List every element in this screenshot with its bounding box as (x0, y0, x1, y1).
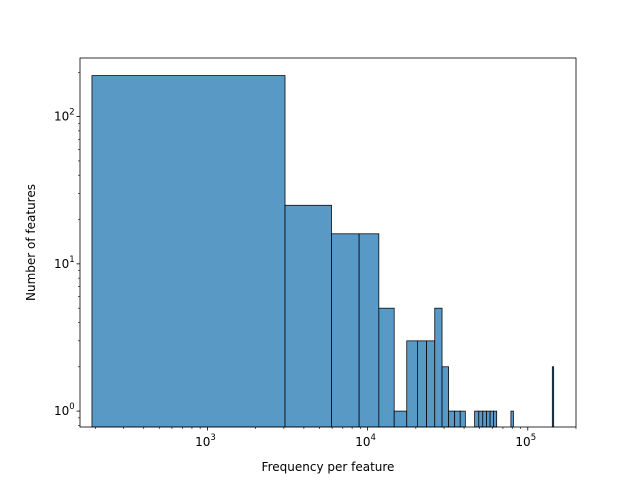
histogram-bar (91, 75, 286, 428)
histogram-bar (358, 233, 380, 428)
bars-group (91, 75, 555, 428)
y-axis-label: Number of features (24, 184, 38, 301)
histogram-bar (474, 410, 480, 428)
histogram-bar (551, 366, 555, 428)
histogram-bar (478, 410, 484, 428)
histogram-bar (459, 410, 466, 428)
histogram-bar (493, 410, 498, 428)
histogram-bar (441, 366, 450, 428)
plot-area-frame (79, 57, 577, 428)
x-axis-label: Frequency per feature (262, 460, 395, 474)
histogram-bar (426, 340, 436, 428)
histogram-bar (378, 307, 395, 428)
histogram-bar (417, 340, 427, 428)
histogram-bar (448, 410, 456, 428)
histogram-bar (510, 410, 514, 428)
histogram-bar (406, 340, 418, 428)
histogram-bar (393, 410, 408, 428)
histogram-bar (486, 410, 491, 428)
histogram-bar (489, 410, 494, 428)
histogram-bar (482, 410, 487, 428)
histogram-bar (454, 410, 461, 428)
histogram-bar (331, 233, 360, 428)
histogram-bar (434, 307, 443, 428)
histogram-bar (284, 204, 332, 428)
